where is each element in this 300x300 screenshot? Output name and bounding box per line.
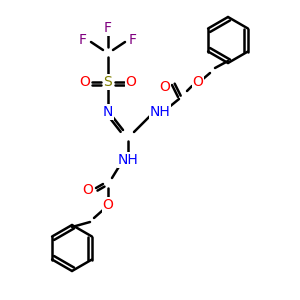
Text: O: O: [193, 75, 203, 89]
Text: O: O: [103, 198, 113, 212]
Text: O: O: [80, 75, 90, 89]
Text: N: N: [103, 105, 113, 119]
Text: NH: NH: [150, 105, 170, 119]
Text: S: S: [103, 75, 112, 89]
Text: F: F: [129, 33, 137, 47]
Text: O: O: [126, 75, 136, 89]
Text: O: O: [82, 183, 93, 197]
Text: O: O: [160, 80, 170, 94]
Text: F: F: [79, 33, 87, 47]
Text: NH: NH: [118, 153, 138, 167]
Text: F: F: [104, 21, 112, 35]
